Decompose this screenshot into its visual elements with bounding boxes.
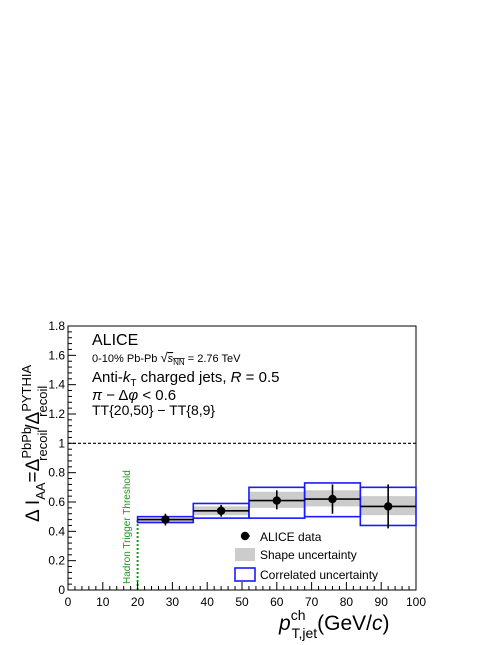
x-tick-label-3: 30 xyxy=(166,595,180,609)
ylabel-sub1: recoil xyxy=(35,430,50,461)
dphi-phi: φ xyxy=(128,387,138,404)
xlabel-units-it: c xyxy=(372,612,383,635)
dphi-mid: − Δ xyxy=(102,387,128,404)
y-tick-label-4: 0.8 xyxy=(48,466,65,480)
y-tick-label-3: 0.6 xyxy=(48,495,65,509)
x-tick-label-5: 50 xyxy=(235,595,249,609)
legend-shape-label: Shape uncertainty xyxy=(260,548,357,562)
x-tick-label-7: 70 xyxy=(305,595,319,609)
xlabel-main: p xyxy=(278,612,291,635)
legend-data-marker xyxy=(240,531,250,541)
x-tick-label-6: 60 xyxy=(270,595,284,609)
xlabel-sub: T,jet xyxy=(291,625,317,641)
jet-def-ksub: T xyxy=(130,378,136,389)
dphi-pi: π xyxy=(92,387,103,404)
y-tick-label-0: 0 xyxy=(58,583,65,597)
legend-shape-swatch xyxy=(235,548,255,561)
xlabel-units-pre: (GeV/ xyxy=(317,612,372,635)
ylabel-sup1: PbPb xyxy=(19,427,34,459)
y-tick-label-1: 0.2 xyxy=(48,554,65,568)
jet-def-mid: charged jets, xyxy=(136,369,230,386)
y-axis-title: Δ IAA=ΔPbPbrecoil/ΔPYTHIArecoil xyxy=(19,364,50,522)
y-tick-label-9: 1.8 xyxy=(48,319,65,333)
ylabel-slash: /Δ xyxy=(23,411,44,429)
collision-label-pre: 0-10% Pb-Pb xyxy=(92,353,160,365)
y-axis-title-text: Δ IAA=ΔPbPbrecoil/ΔPYTHIArecoil xyxy=(19,364,50,522)
legend-item-correlated: Correlated uncertainty xyxy=(234,567,378,582)
legend-item-shape: Shape uncertainty xyxy=(235,548,357,562)
y-tick-label-6: 1.2 xyxy=(48,407,65,421)
experiment-label: ALICE xyxy=(92,332,138,349)
x-tick-label-2: 20 xyxy=(131,595,145,609)
legend-correlated-swatch xyxy=(234,567,256,582)
y-tick-label-8: 1.6 xyxy=(48,348,65,362)
data-point-1 xyxy=(216,506,226,515)
data-points-layer xyxy=(137,484,416,529)
threshold-label: Hadron Trigger Threshold xyxy=(122,470,133,584)
jet-def-k: k xyxy=(123,369,132,386)
jet-def-post: = 0.5 xyxy=(242,369,280,386)
legend-data-label: ALICE data xyxy=(260,530,322,544)
y-tick-label-7: 1.4 xyxy=(48,378,65,392)
collision-label-post: = 2.76 TeV xyxy=(185,353,241,365)
dphi-label: π − Δφ < 0.6 xyxy=(92,387,176,404)
x-tick-label-9: 90 xyxy=(375,595,389,609)
collision-label-s: s xyxy=(168,353,174,365)
data-point-2 xyxy=(272,496,281,505)
ylabel-eq: =Δ xyxy=(23,458,44,482)
x-tick-label-0: 0 xyxy=(65,595,72,609)
ylabel-sup2: PYTHIA xyxy=(19,364,34,411)
collision-label-sub: NN xyxy=(173,358,185,367)
x-tick-label-8: 80 xyxy=(340,595,354,609)
x-tick-label-1: 10 xyxy=(96,595,110,609)
data-point-3 xyxy=(328,494,337,504)
xlabel-sup: ch xyxy=(291,607,306,623)
collision-label: 0-10% Pb-Pb √sNN = 2.76 TeV xyxy=(92,350,241,367)
y-tick-label-2: 0.4 xyxy=(48,524,65,538)
jet-def-R: R xyxy=(231,369,242,386)
legend-item-data: ALICE data xyxy=(240,530,322,544)
ylabel-pre: Δ I xyxy=(23,500,44,522)
dphi-post: < 0.6 xyxy=(138,387,176,404)
ylabel-sub2: recoil xyxy=(35,386,50,417)
jet-def-label: Anti-kT charged jets, R = 0.5 xyxy=(92,369,279,389)
axes-layer: 0 10 20 30 40 50 60 70 80 90 100 0 0.2 0.4 0.6 0.8 1 1.2 1… xyxy=(48,319,426,609)
x-tick-label-10: 100 xyxy=(406,595,426,609)
collision-label-sqrt: √ xyxy=(160,350,168,365)
legend: ALICE data Shape uncertainty Correlated … xyxy=(234,530,378,582)
legend-correlated-label: Correlated uncertainty xyxy=(260,568,378,582)
data-point-0 xyxy=(161,515,170,524)
reference-layer xyxy=(68,442,416,590)
tt-label: TT{20,50} − TT{8,9} xyxy=(92,402,215,418)
jet-def-pre: Anti- xyxy=(92,369,123,386)
xlabel-units-post: ) xyxy=(383,612,390,635)
x-tick-label-4: 40 xyxy=(201,595,215,609)
ylabel-aa: AA xyxy=(33,482,48,500)
data-point-4 xyxy=(383,502,393,511)
y-tick-label-5: 1 xyxy=(58,436,65,450)
x-axis-title: pch T,jet(GeV/c) xyxy=(278,607,390,641)
